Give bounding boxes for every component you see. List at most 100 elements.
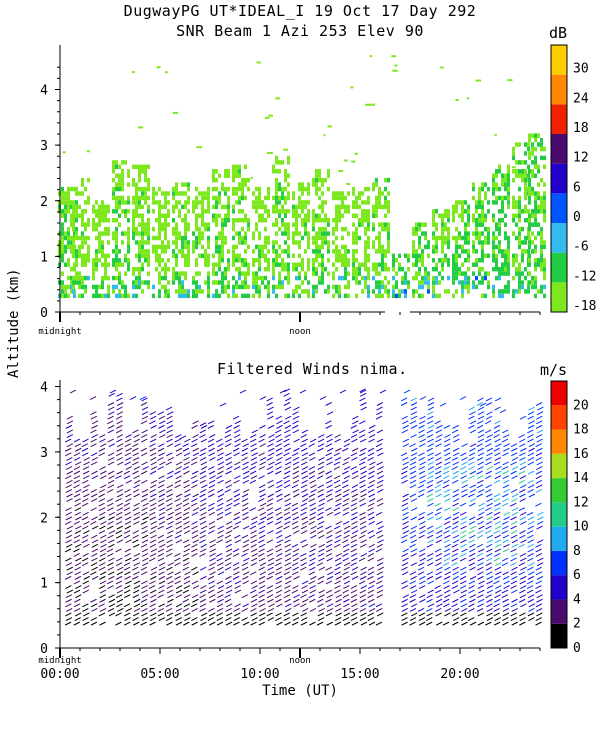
snr-cell [215,186,218,192]
snr-cell [158,275,161,281]
snr-cell [218,173,221,178]
wind-barb [493,493,501,498]
snr-cell [224,173,227,178]
snr-cell [287,262,290,267]
snr-cell [358,235,361,241]
wind-barb [443,438,451,443]
wind-barb [527,415,534,420]
wind-barb [527,424,535,429]
snr-cell [531,169,534,174]
wind-barb [116,438,123,443]
snr-cell [512,262,515,267]
wind-barb [190,475,198,480]
wind-barb [115,580,123,585]
snr-cell [281,280,284,285]
wind-barb [308,562,315,567]
wind-barb [351,603,358,608]
wind-barb [443,575,451,580]
wind-barb [166,589,174,594]
wind-barb [251,594,258,599]
snr-cell [138,186,141,192]
snr-cell [492,231,495,236]
snr-cell [378,289,381,294]
wind-barb [468,493,475,498]
snr-cell [512,213,515,218]
wind-barb [74,530,82,535]
snr-cell [392,275,395,281]
snr-cell [415,258,418,263]
snr-cell [138,195,141,201]
snr-cell [295,209,298,214]
snr-cell [418,258,421,263]
wind-barb [409,585,417,589]
wind-barb [150,493,157,498]
snr-cell [141,204,144,210]
snr-cell [507,195,510,201]
wind-barb [451,525,459,530]
snr-cell [67,240,70,245]
snr-cell [381,222,384,227]
snr-cell [112,186,115,192]
wind-barb [149,470,157,475]
wind-barb [125,516,132,521]
snr-cell [175,186,178,192]
wind-barb [511,607,518,612]
wind-barb [292,479,300,484]
wind-barb [444,434,451,438]
wind-barb [301,493,309,498]
snr-cell [107,275,110,281]
snr-cell [158,293,161,299]
wind-barb [418,562,425,567]
snr-cell [104,217,107,223]
snr-cell [81,258,84,263]
snr-cell [124,200,127,205]
snr-cell [484,182,487,187]
wind-barb [535,434,543,438]
snr-cell [124,209,127,214]
wind-barb [379,389,387,394]
snr-cell [332,226,335,232]
snr-cell [361,200,364,205]
snr-cell [104,258,107,263]
wind-barb [468,415,475,420]
snr-cell [78,204,81,210]
wind-barb [444,525,452,530]
snr-cell [152,249,155,254]
wind-barb [225,530,233,535]
snr-cell [258,200,261,205]
snr-cell [512,253,515,259]
snr-cell [115,182,118,187]
wind-barb [460,516,468,521]
snr-cell [255,222,258,227]
snr-cell [181,217,184,223]
wind-barb [208,530,215,535]
snr-cell [295,262,298,267]
wind-barb [217,566,224,571]
wind-barb [293,406,300,411]
wind-barb [308,571,316,576]
wind-barb [192,452,200,457]
snr-cell [247,177,250,183]
wind-barb [174,612,182,617]
snr-cell [224,235,227,241]
snr-cell [84,226,87,232]
wind-barb [140,598,148,603]
wind-barb [527,470,535,475]
snr-cell [232,164,235,170]
wind-barb [318,461,325,466]
wind-barb [258,543,266,548]
snr-cell [495,200,498,205]
snr-cell [458,235,461,241]
wind-barb [333,466,341,470]
wind-barb [409,484,417,489]
wind-barb [501,466,509,470]
wind-barb [73,603,81,608]
snr-cell [467,240,470,245]
wind-barb [149,443,156,448]
snr-cell [447,275,450,281]
snr-cell [507,169,510,174]
wind-barb [334,621,342,626]
snr-cell [258,204,261,210]
snr-cell [369,103,376,106]
wind-barb [209,475,216,480]
